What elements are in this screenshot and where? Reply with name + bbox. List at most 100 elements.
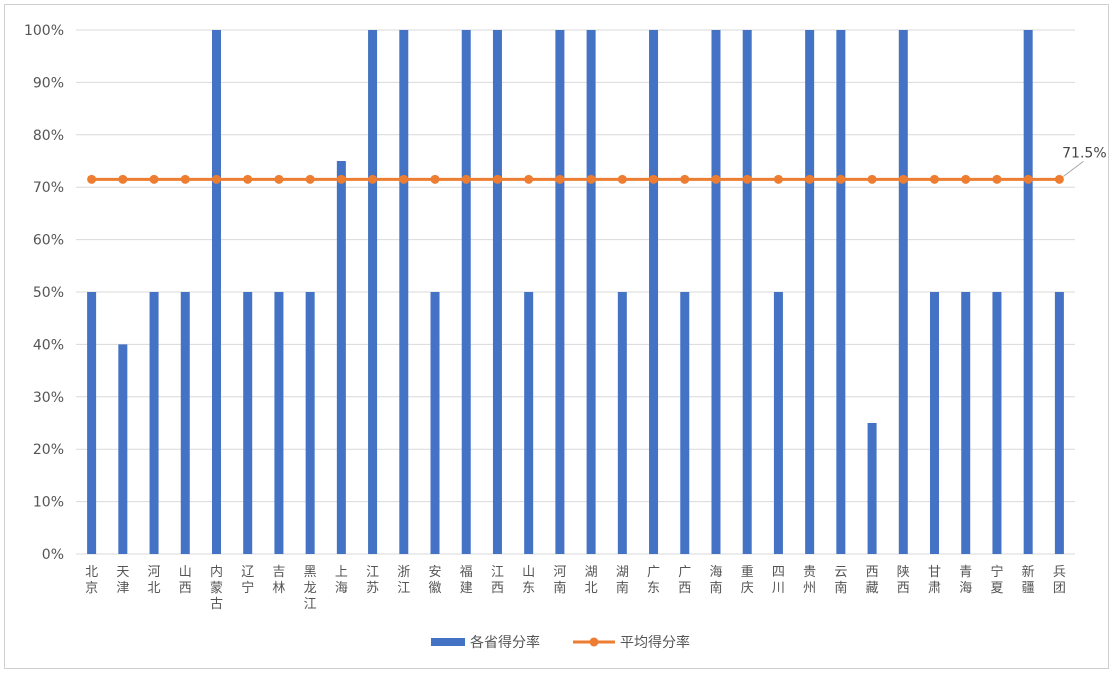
- x-category-label: 青海: [959, 565, 972, 596]
- line-point: [805, 174, 815, 184]
- bar: [461, 30, 471, 554]
- y-tick-label: 50%: [33, 285, 64, 301]
- bar: [211, 30, 221, 554]
- legend-swatch-marker: [589, 637, 599, 647]
- data-label-text: 71.5%: [1062, 145, 1106, 161]
- legend-label: 各省得分率: [470, 634, 540, 651]
- bar: [180, 292, 190, 554]
- line-point: [87, 174, 97, 184]
- bar: [1054, 292, 1064, 554]
- line-point: [742, 174, 752, 184]
- gridlines: [76, 29, 1075, 555]
- x-category-label: 陕西: [897, 565, 910, 596]
- bar-series: [87, 30, 1064, 554]
- line-point: [305, 174, 315, 184]
- line-point: [336, 174, 346, 184]
- line-point: [149, 174, 159, 184]
- x-category-label: 甘肃: [928, 565, 941, 596]
- x-category-label: 广东: [647, 565, 660, 596]
- bar: [680, 292, 690, 554]
- x-category-label: 浙江: [397, 565, 410, 596]
- bar: [524, 292, 534, 554]
- bar: [961, 292, 971, 554]
- x-category-label: 重庆: [741, 564, 754, 596]
- x-category-label: 福建: [460, 565, 473, 596]
- data-label-leader: [1063, 160, 1084, 177]
- legend-swatch-bar: [431, 638, 465, 646]
- x-category-label: 兵团: [1053, 565, 1066, 596]
- y-tick-label: 20%: [33, 442, 64, 458]
- line-point: [961, 174, 971, 184]
- line-point: [368, 174, 378, 184]
- line-series: [87, 174, 1064, 184]
- y-tick-label: 100%: [24, 23, 64, 39]
- bar: [773, 292, 783, 554]
- x-category-label: 海南: [709, 565, 722, 596]
- line-point: [836, 174, 846, 184]
- line-point: [492, 174, 502, 184]
- bar: [930, 292, 940, 554]
- x-category-label: 四川: [772, 565, 785, 596]
- line-point: [211, 174, 221, 184]
- line-point: [586, 174, 596, 184]
- line-point: [773, 174, 783, 184]
- bar: [617, 292, 627, 554]
- x-category-label: 贵州: [803, 565, 816, 596]
- line-point: [711, 174, 721, 184]
- bar: [555, 30, 565, 554]
- bar: [118, 344, 128, 554]
- bar: [305, 292, 315, 554]
- line-point: [1054, 174, 1064, 184]
- y-tick-label: 70%: [33, 180, 64, 196]
- bar: [243, 292, 253, 554]
- x-category-label: 云南: [834, 565, 847, 596]
- y-tick-label: 0%: [42, 547, 64, 563]
- x-category-label: 西藏: [866, 565, 879, 596]
- bar: [492, 30, 502, 554]
- x-category-label: 江苏: [366, 565, 379, 596]
- x-category-label: 新疆: [1022, 564, 1035, 596]
- x-category-label: 上海: [335, 565, 348, 596]
- bar: [430, 292, 440, 554]
- line-point: [118, 174, 128, 184]
- line-point: [649, 174, 659, 184]
- bar: [742, 30, 752, 554]
- x-category-label: 天津: [116, 565, 129, 596]
- x-category-label: 辽宁: [241, 565, 254, 596]
- x-category-label: 吉林: [272, 565, 285, 596]
- bar: [649, 30, 659, 554]
- bar: [805, 30, 815, 554]
- line-point: [243, 174, 253, 184]
- y-tick-label: 30%: [33, 390, 64, 406]
- line-point: [524, 174, 534, 184]
- line-point: [399, 174, 409, 184]
- y-tick-label: 80%: [33, 128, 64, 144]
- y-tick-label: 40%: [33, 337, 64, 353]
- y-tick-label: 60%: [33, 233, 64, 249]
- bar: [898, 30, 908, 554]
- x-category-label: 山东: [522, 565, 535, 596]
- bar: [399, 30, 409, 554]
- bar: [87, 292, 97, 554]
- x-category-label: 宁夏: [990, 564, 1003, 596]
- line-point: [867, 174, 877, 184]
- bar: [149, 292, 159, 554]
- x-category-label: 河北: [148, 565, 161, 596]
- bar: [867, 423, 877, 554]
- bar: [711, 30, 721, 554]
- x-category-label: 安徽: [429, 565, 442, 596]
- bar: [992, 292, 1002, 554]
- line-point: [617, 174, 627, 184]
- line-point: [898, 174, 908, 184]
- line-point: [555, 174, 565, 184]
- bar: [336, 161, 346, 554]
- legend: 各省得分率 平均得分率: [431, 634, 690, 651]
- x-category-label: 湖南: [616, 565, 629, 596]
- x-category-label: 湖北: [585, 565, 598, 596]
- line-point: [1023, 174, 1033, 184]
- line-point: [992, 174, 1002, 184]
- line-point: [430, 174, 440, 184]
- legend-label: 平均得分率: [620, 634, 690, 651]
- y-tick-label: 90%: [33, 75, 64, 91]
